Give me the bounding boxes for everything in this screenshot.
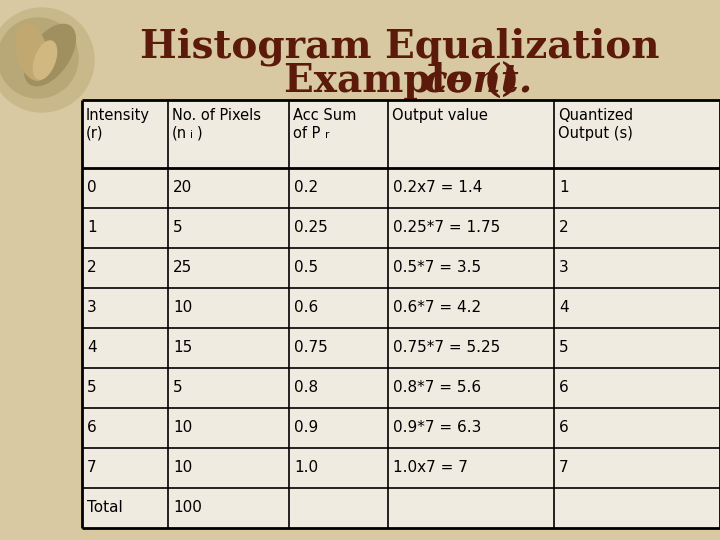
Text: 7: 7: [87, 461, 96, 476]
Text: 1.0x7 = 7: 1.0x7 = 7: [393, 461, 468, 476]
Text: 0: 0: [87, 180, 96, 195]
Text: 15: 15: [173, 341, 192, 355]
Text: 0.8*7 = 5.6: 0.8*7 = 5.6: [393, 381, 482, 395]
Text: 2: 2: [559, 220, 569, 235]
Text: 0.6*7 = 4.2: 0.6*7 = 4.2: [393, 300, 482, 315]
Text: 25: 25: [173, 260, 192, 275]
Text: (n: (n: [172, 126, 187, 141]
Text: of P: of P: [293, 126, 320, 141]
Text: 6: 6: [559, 381, 569, 395]
Text: 6: 6: [559, 421, 569, 435]
Text: 0.25*7 = 1.75: 0.25*7 = 1.75: [393, 220, 500, 235]
Ellipse shape: [16, 24, 48, 80]
Bar: [82, 100, 720, 528]
Text: 0.25: 0.25: [294, 220, 328, 235]
Text: r: r: [325, 130, 330, 140]
Text: 10: 10: [173, 300, 192, 315]
Text: 10: 10: [173, 461, 192, 476]
Text: 0.5: 0.5: [294, 260, 318, 275]
Text: ): ): [197, 126, 203, 141]
Text: 5: 5: [173, 220, 183, 235]
Text: 0.9: 0.9: [294, 421, 319, 435]
Text: 2: 2: [87, 260, 96, 275]
Text: 5: 5: [173, 381, 183, 395]
Text: (r): (r): [86, 126, 104, 141]
Text: Output value: Output value: [392, 108, 488, 123]
Text: Total: Total: [87, 501, 122, 516]
Text: 0.9*7 = 6.3: 0.9*7 = 6.3: [393, 421, 482, 435]
Ellipse shape: [24, 24, 76, 86]
Text: No. of Pixels: No. of Pixels: [172, 108, 261, 123]
Text: Output (s): Output (s): [558, 126, 633, 141]
Text: 0.2x7 = 1.4: 0.2x7 = 1.4: [393, 180, 482, 195]
Text: 10: 10: [173, 421, 192, 435]
Text: 0.75*7 = 5.25: 0.75*7 = 5.25: [393, 341, 500, 355]
Text: Acc Sum: Acc Sum: [293, 108, 356, 123]
Text: 1.0: 1.0: [294, 461, 318, 476]
Text: 5: 5: [87, 381, 96, 395]
Text: Example (​​cont.​​): Example (​​cont.​​): [228, 62, 572, 100]
Text: 6: 6: [87, 421, 96, 435]
Text: 4: 4: [87, 341, 96, 355]
Circle shape: [0, 18, 78, 98]
Text: Histogram Equalization: Histogram Equalization: [140, 28, 660, 66]
Text: 100: 100: [173, 501, 202, 516]
Circle shape: [0, 8, 94, 112]
Ellipse shape: [33, 41, 57, 79]
Text: 4: 4: [559, 300, 569, 315]
Text: i: i: [190, 130, 193, 140]
Text: cont.: cont.: [423, 62, 533, 100]
Text: Intensity: Intensity: [86, 108, 150, 123]
Text: 0.6: 0.6: [294, 300, 319, 315]
Text: 0.75: 0.75: [294, 341, 328, 355]
Text: 5: 5: [559, 341, 569, 355]
Text: 3: 3: [87, 300, 96, 315]
Text: 0.5*7 = 3.5: 0.5*7 = 3.5: [393, 260, 482, 275]
Text: Example (: Example (: [284, 62, 502, 100]
Text: ): ): [500, 62, 519, 100]
Text: 3: 3: [559, 260, 569, 275]
Text: 1: 1: [87, 220, 96, 235]
Text: 1: 1: [559, 180, 569, 195]
Text: Quantized: Quantized: [558, 108, 634, 123]
Text: 0.8: 0.8: [294, 381, 318, 395]
Text: 0.2: 0.2: [294, 180, 318, 195]
Text: 7: 7: [559, 461, 569, 476]
Text: 20: 20: [173, 180, 192, 195]
